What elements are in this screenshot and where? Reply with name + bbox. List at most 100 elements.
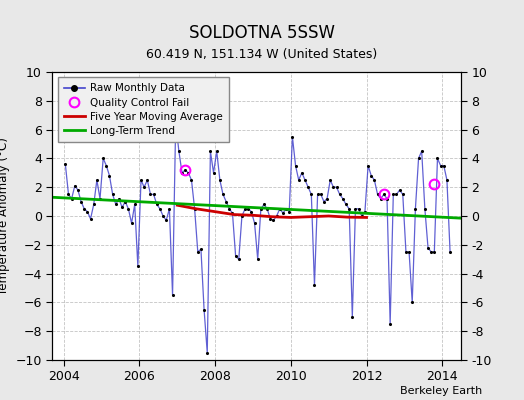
Point [99,155,107,162]
Point [118,204,126,210]
Point [96,196,104,202]
Point [225,206,234,212]
Point [272,213,281,219]
Point [90,201,98,208]
Point [339,196,347,202]
Point [196,246,205,252]
Point [307,191,315,198]
Point [399,191,407,198]
Point [424,244,432,251]
Point [310,282,319,288]
Point [108,191,117,198]
Point [291,162,300,169]
Text: SOLDOTNA 5SSW: SOLDOTNA 5SSW [189,24,335,42]
Point [396,187,404,193]
Point [130,201,139,208]
Point [184,170,192,176]
Point [285,208,293,215]
Point [392,191,401,198]
Point [187,177,195,183]
Point [402,249,410,255]
Point [282,206,290,212]
Point [294,177,303,183]
Legend: Raw Monthly Data, Quality Control Fail, Five Year Moving Average, Long-Term Tren: Raw Monthly Data, Quality Control Fail, … [58,77,229,142]
Point [320,198,328,205]
Point [193,249,202,255]
Point [301,177,309,183]
Point [326,177,334,183]
Point [370,177,378,183]
Point [124,206,133,212]
Point [430,249,439,255]
Point [405,249,413,255]
Point [143,177,151,183]
Point [210,170,218,176]
Point [68,196,76,202]
Point [389,191,398,198]
Point [178,170,186,176]
Point [146,191,155,198]
Point [190,206,199,212]
Point [206,148,215,154]
Point [427,249,435,255]
Point [266,216,275,222]
Point [323,196,331,202]
Point [241,206,249,212]
Point [342,201,350,208]
Point [238,213,246,219]
Point [357,213,366,219]
Point [329,184,337,190]
Point [440,162,448,169]
Point [149,191,158,198]
Point [137,177,145,183]
Point [219,191,227,198]
Point [316,191,325,198]
Point [276,206,284,212]
Point [83,208,92,215]
Point [436,162,445,169]
Point [257,206,265,212]
Point [152,201,161,208]
Point [80,206,89,212]
Point [105,172,114,179]
Point [408,299,417,306]
Point [134,263,142,270]
Point [171,119,180,126]
Point [288,134,297,140]
Point [115,196,123,202]
Point [74,187,82,193]
Point [181,167,189,173]
Point [414,155,423,162]
Point [386,321,395,327]
Point [269,217,278,224]
Point [200,306,208,313]
Point [222,198,231,205]
Point [411,206,420,212]
Point [304,184,312,190]
Point [86,216,95,222]
Point [433,155,442,162]
Point [112,201,120,208]
Point [383,196,391,202]
Point [418,148,426,154]
Point [374,191,382,198]
Point [168,292,177,298]
Point [446,249,454,255]
Point [364,162,372,169]
Point [377,196,385,202]
Y-axis label: Temperature Anomaly (°C): Temperature Anomaly (°C) [0,137,10,295]
Point [203,350,212,356]
Text: Berkeley Earth: Berkeley Earth [400,386,482,396]
Point [228,210,237,216]
Point [162,217,170,224]
Point [174,148,183,154]
Point [367,172,375,179]
Point [235,256,243,262]
Point [354,206,363,212]
Point [254,256,262,262]
Point [351,206,359,212]
Point [250,220,259,226]
Point [127,220,136,226]
Point [102,162,111,169]
Point [345,206,353,212]
